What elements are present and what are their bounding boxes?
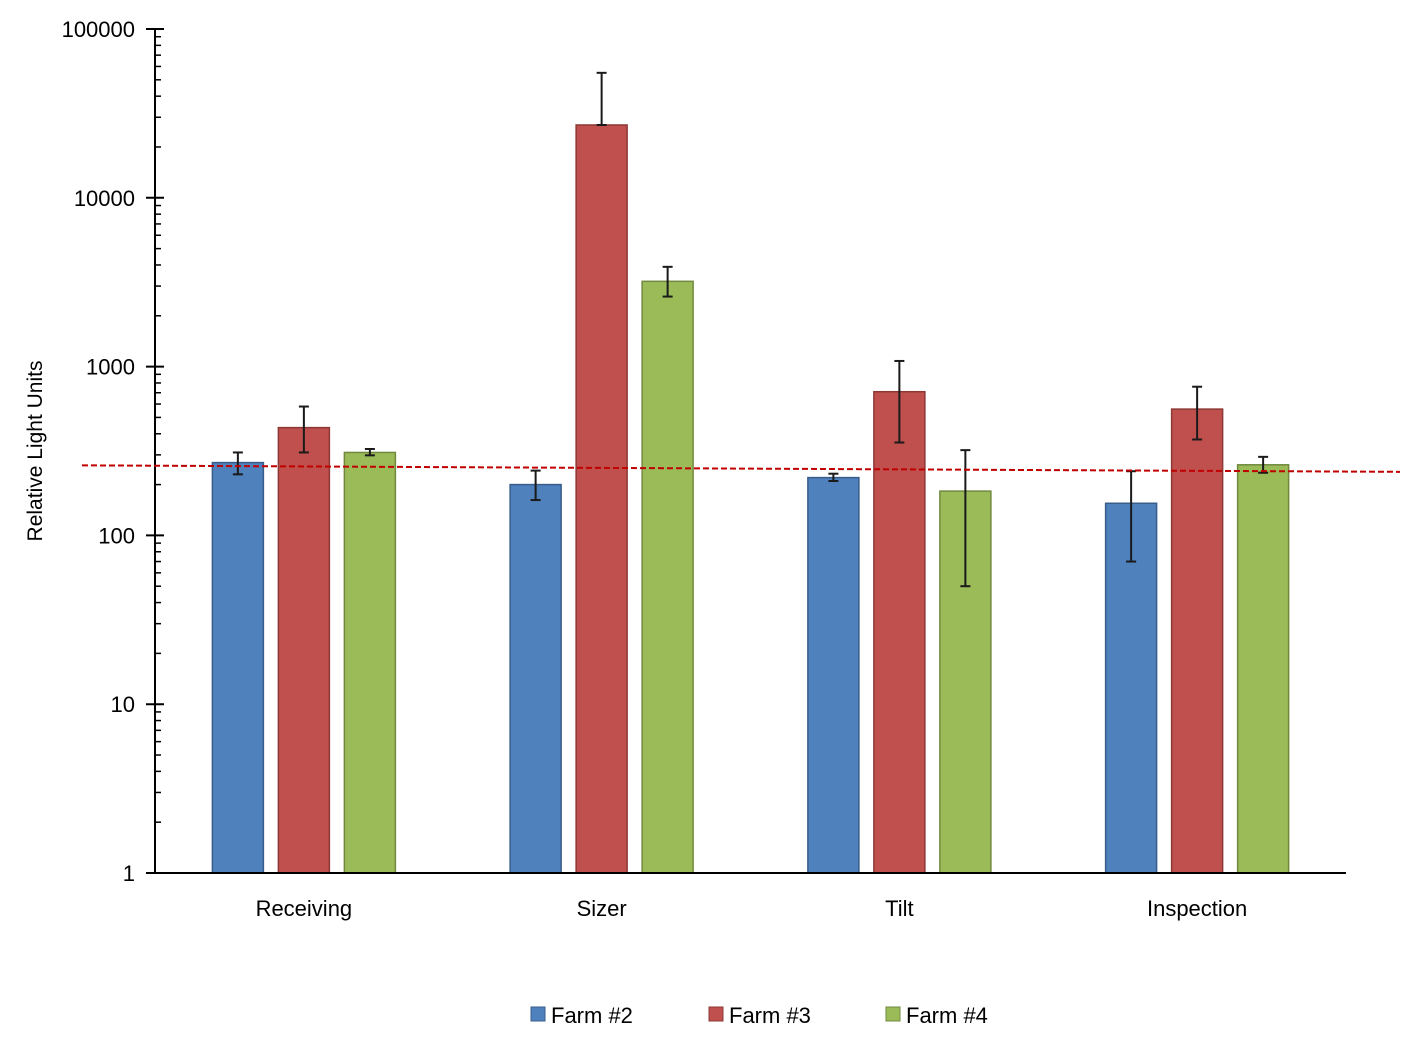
error-bar bbox=[960, 449, 971, 588]
y-tick-label: 100 bbox=[98, 523, 135, 548]
bar-farm-3-receiving bbox=[277, 426, 331, 874]
error-bar bbox=[1258, 455, 1269, 474]
error-bar bbox=[298, 405, 309, 454]
bar-farm-2-receiving bbox=[211, 461, 265, 874]
y-tick-label: 1000 bbox=[86, 355, 135, 380]
bar-farm-3-inspection bbox=[1170, 408, 1224, 874]
legend-swatch bbox=[885, 1006, 901, 1022]
legend-label: Farm #3 bbox=[729, 1003, 811, 1028]
bar-farm-2-inspection bbox=[1104, 502, 1158, 874]
y-tick-label: 10 bbox=[111, 692, 135, 717]
legend-label: Farm #4 bbox=[906, 1003, 988, 1028]
legend-label: Farm #2 bbox=[551, 1003, 633, 1028]
x-tick-label: Inspection bbox=[1147, 896, 1247, 921]
x-tick-label: Tilt bbox=[885, 896, 914, 921]
y-tick-label: 1 bbox=[123, 861, 135, 886]
legend-swatch bbox=[530, 1006, 546, 1022]
y-tick-label: 10000 bbox=[74, 186, 135, 211]
axes-layer: 1 10 100 1000 10000 100000 Receiving Sizer Tilt… bbox=[62, 17, 1346, 921]
error-bar bbox=[530, 469, 541, 502]
error-bar bbox=[828, 472, 839, 483]
reference-line bbox=[81, 464, 1401, 473]
error-bar bbox=[364, 447, 375, 457]
bar-farm-2-tilt bbox=[807, 476, 860, 874]
legend-item: Farm #3 bbox=[708, 1003, 811, 1028]
legend-swatch bbox=[708, 1006, 724, 1022]
legend: Farm #2 Farm #3 Farm #4 bbox=[530, 1003, 988, 1028]
bar-farm-4-sizer bbox=[641, 280, 694, 874]
error-bar bbox=[596, 71, 607, 126]
error-bar bbox=[662, 265, 673, 298]
y-axis-title: Relative Light Units bbox=[24, 361, 47, 542]
bar-farm-4-receiving bbox=[343, 451, 397, 874]
legend-item: Farm #4 bbox=[885, 1003, 988, 1028]
bar-farm-4-inspection bbox=[1236, 464, 1290, 874]
error-bar bbox=[1192, 385, 1203, 441]
y-tick-label: 100000 bbox=[62, 17, 135, 42]
bar-farm-3-tilt bbox=[873, 390, 926, 874]
bar-farm-3-sizer bbox=[575, 124, 628, 874]
x-tick-label: Receiving bbox=[256, 896, 353, 921]
bar-farm-2-sizer bbox=[509, 483, 562, 874]
bars-layer bbox=[211, 124, 1290, 874]
x-axis-labels: Receiving Sizer Tilt Inspection bbox=[256, 896, 1248, 921]
error-bar bbox=[894, 359, 905, 444]
x-tick-label: Sizer bbox=[577, 896, 627, 921]
error-bar bbox=[232, 451, 243, 476]
error-bars-layer bbox=[232, 71, 1269, 588]
y-axis-ticks: 1 10 100 1000 10000 100000 bbox=[62, 17, 164, 886]
legend-item: Farm #2 bbox=[530, 1003, 633, 1028]
